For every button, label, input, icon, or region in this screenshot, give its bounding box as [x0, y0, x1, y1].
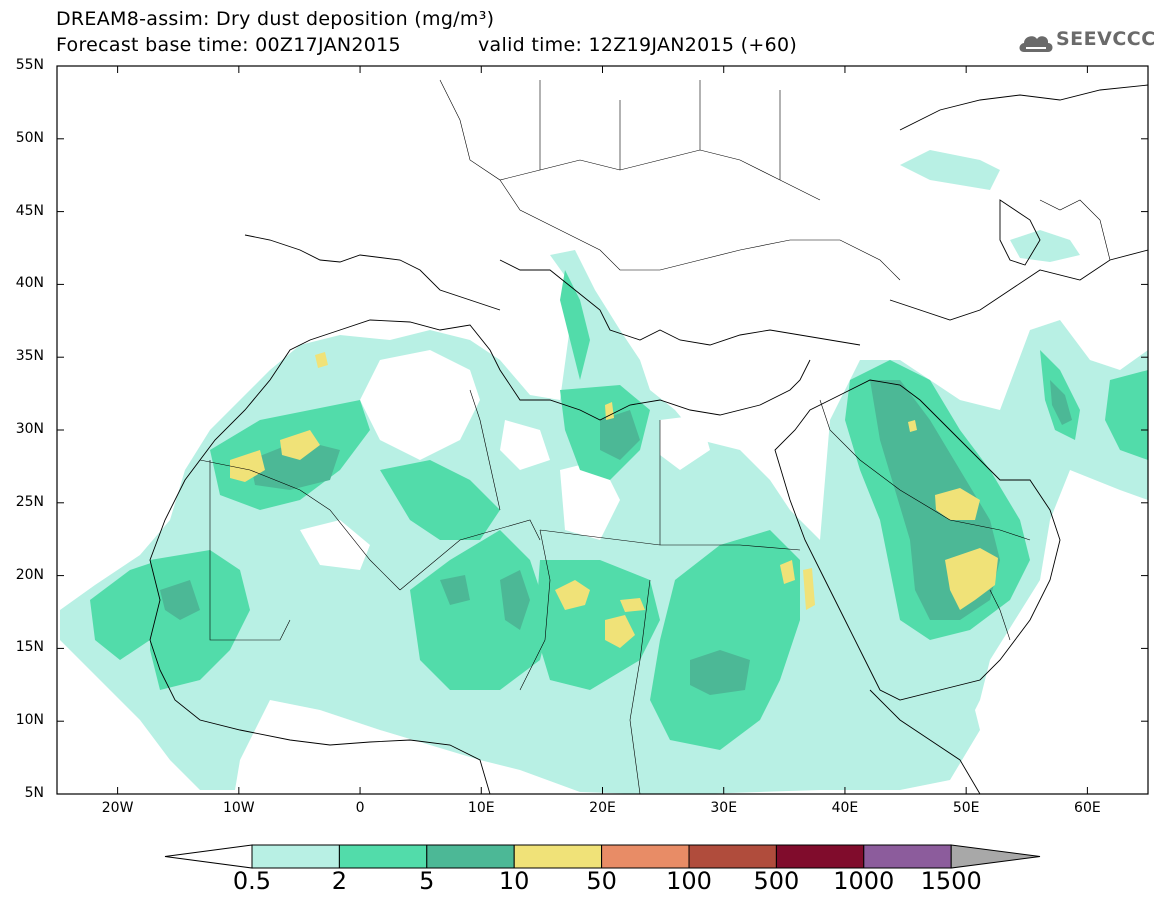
lat-label: 50N	[15, 129, 44, 146]
lat-label: 40N	[15, 275, 44, 292]
lat-label: 45N	[15, 202, 44, 219]
lat-label: 15N	[15, 639, 44, 656]
colorbar-label: 5	[419, 867, 435, 895]
colorbar-label: 50	[586, 867, 617, 895]
colorbar-label: 1500	[920, 867, 982, 895]
lon-label: 10W	[222, 800, 255, 816]
lon-label: 60E	[1074, 800, 1101, 816]
lon-label: 0	[355, 800, 365, 816]
map-title: DREAM8-assim: Dry dust deposition (mg/m³…	[56, 8, 495, 30]
colorbar-label: 100	[666, 867, 712, 895]
colorbar-label: 2	[331, 867, 348, 895]
lat-label: 5N	[24, 785, 44, 801]
country-borders	[199, 79, 1111, 794]
lon-label: 50E	[952, 800, 980, 816]
lon-label: 30E	[710, 800, 738, 816]
cloud-icon	[1019, 36, 1053, 52]
lon-label: 10E	[467, 800, 495, 816]
lat-label: 10N	[15, 712, 44, 729]
seevccc-logo	[1016, 24, 1156, 60]
colorbar-label: 10	[498, 867, 530, 895]
lat-label: 25N	[15, 493, 44, 510]
lon-label: 20E	[589, 800, 616, 816]
lat-label: 20N	[15, 566, 44, 583]
colorbar-label: 0.5	[232, 867, 272, 895]
lat-label: 55N	[15, 57, 44, 73]
dust-level-10	[230, 352, 998, 648]
coastlines	[149, 84, 1148, 794]
valid-time: valid time: 12Z19JAN2015 (+60)	[478, 34, 798, 56]
lon-label: 40E	[831, 800, 859, 816]
forecast-base-time: Forecast base time: 00Z17JAN2015	[56, 34, 401, 56]
lat-label: 35N	[15, 348, 44, 365]
colorbar-label: 1000	[833, 867, 895, 895]
lon-label: 20W	[101, 800, 134, 816]
lat-label: 30N	[15, 421, 44, 437]
logo-text: SEEVCCC	[1056, 28, 1156, 50]
colorbar-label: 500	[753, 867, 800, 895]
